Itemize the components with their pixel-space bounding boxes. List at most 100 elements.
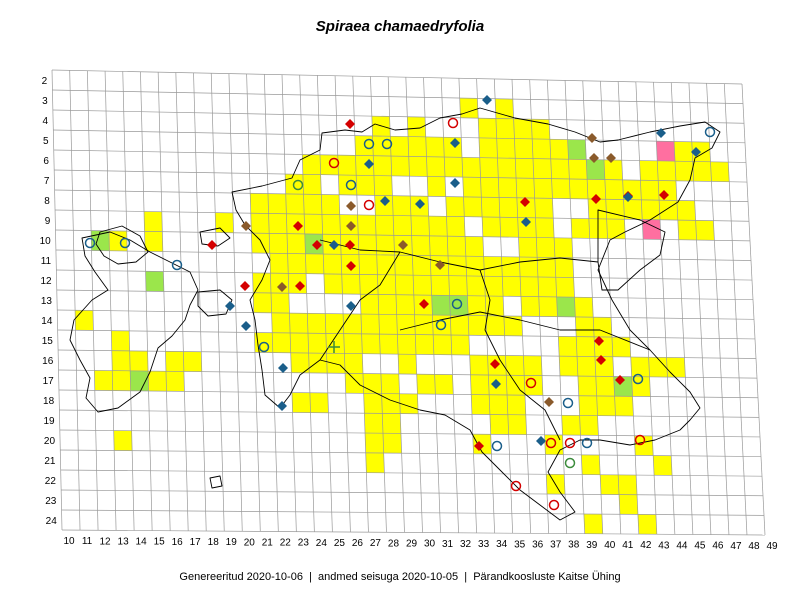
row-label: 14	[41, 316, 53, 327]
occupied-cell	[505, 355, 525, 376]
occupied-cell	[373, 175, 393, 196]
occupied-cell	[375, 215, 394, 236]
muhu-coastline	[197, 289, 233, 317]
green-circle-icon	[292, 179, 304, 191]
occupied-cell	[486, 315, 505, 336]
grid-line-vertical	[582, 80, 604, 534]
column-label: 46	[712, 541, 724, 552]
red-diamond-icon	[615, 375, 625, 385]
occupied-cell	[412, 255, 431, 276]
occupied-cell	[380, 373, 400, 394]
column-label: 26	[352, 538, 364, 549]
mainland-coastline	[231, 107, 721, 521]
grid-line-vertical	[529, 79, 550, 534]
red-diamond-icon	[520, 197, 530, 207]
occupied-cell	[378, 294, 397, 315]
red-diamond-icon	[659, 190, 669, 200]
row-label: 17	[43, 376, 55, 387]
occupied-cell	[537, 276, 557, 297]
coastline-layer	[69, 107, 721, 521]
grid-line-horizontal	[54, 189, 749, 203]
occupied-cell	[489, 394, 508, 415]
occupied-cell	[496, 138, 516, 159]
occupied-cell	[559, 356, 578, 377]
occupied-cell	[480, 177, 500, 198]
brown-diamond-icon	[346, 201, 356, 211]
grid-cells-layer	[75, 98, 730, 535]
occupied-cell	[648, 357, 668, 378]
occupied-cell	[382, 413, 401, 434]
green-cell	[556, 296, 576, 317]
occupied-cell	[451, 335, 470, 356]
grid-line-vertical	[706, 83, 730, 535]
column-label: 12	[100, 536, 112, 547]
occupied-cell	[165, 371, 185, 392]
occupied-cell	[111, 350, 131, 371]
occupied-cell	[165, 351, 184, 372]
occupied-cell	[448, 255, 467, 276]
grid-line-vertical	[122, 71, 135, 531]
red-diamond-icon	[594, 336, 604, 346]
occupied-cell	[631, 376, 651, 397]
brown-diamond-icon	[606, 153, 616, 163]
occupied-cell	[396, 314, 416, 335]
occupied-cell	[538, 296, 558, 317]
footer-separator: |	[464, 571, 468, 583]
occupied-cell	[483, 256, 503, 277]
column-labels: 10 11 12 13 14 15 16 17 18 19 20 21 22 23 24 25 26 27 28 29…	[63, 536, 778, 552]
occupied-cell	[429, 235, 449, 256]
occupied-cell	[577, 356, 596, 377]
occupied-cell	[183, 351, 202, 372]
occupied-cell	[639, 160, 659, 181]
map-title: Spiraea chamaedryfolia	[315, 18, 485, 35]
occupied-cell	[558, 336, 578, 357]
row-label: 21	[44, 456, 56, 467]
occupied-cell	[554, 257, 574, 278]
red-circle-icon	[328, 157, 340, 169]
column-label: 10	[63, 536, 75, 547]
grid-line-vertical	[547, 80, 568, 534]
column-label: 48	[748, 541, 760, 552]
red-circle-icon	[545, 437, 557, 449]
grid-line-vertical	[317, 75, 333, 532]
occupied-cell	[129, 350, 149, 372]
grid-line-vertical	[493, 78, 513, 534]
row-label: 9	[45, 216, 51, 227]
occupied-cell	[507, 414, 527, 435]
occupied-cell	[581, 454, 601, 475]
occupied-cell	[515, 158, 534, 179]
occupied-cell	[618, 474, 638, 495]
grid-line-vertical	[688, 82, 712, 535]
lake-peipus-outline	[597, 209, 666, 291]
occupied-cell	[637, 514, 657, 535]
occupied-cell	[499, 217, 519, 238]
blue-circle-icon	[491, 440, 503, 452]
occupied-cell	[604, 179, 624, 200]
occupied-cell	[434, 374, 454, 395]
row-label: 15	[42, 336, 54, 347]
row-label: 19	[43, 416, 55, 427]
brown-diamond-icon	[589, 153, 599, 163]
occupied-cell	[372, 135, 391, 157]
occupied-cell	[623, 199, 643, 220]
red-diamond-icon	[419, 299, 429, 309]
occupied-cell	[461, 157, 481, 178]
grid-line-vertical	[600, 81, 622, 534]
occupied-cell	[148, 371, 167, 392]
column-label: 24	[316, 538, 328, 549]
occupied-cell	[287, 253, 307, 274]
occupied-cell	[692, 161, 712, 182]
occupied-cell	[267, 193, 287, 214]
occupied-cell	[575, 316, 595, 337]
grid-line-horizontal	[60, 449, 762, 457]
grid-line-vertical	[263, 74, 279, 532]
red-circle-icon	[564, 437, 576, 449]
occupied-cell	[596, 395, 616, 416]
occupied-cell	[445, 196, 465, 217]
blue-diamond-icon	[450, 178, 460, 188]
row-label: 18	[43, 396, 55, 407]
occupied-cell	[302, 154, 321, 175]
occupied-cell	[365, 433, 384, 454]
grid-line-horizontal	[59, 409, 760, 418]
red-circle-icon	[548, 499, 560, 511]
